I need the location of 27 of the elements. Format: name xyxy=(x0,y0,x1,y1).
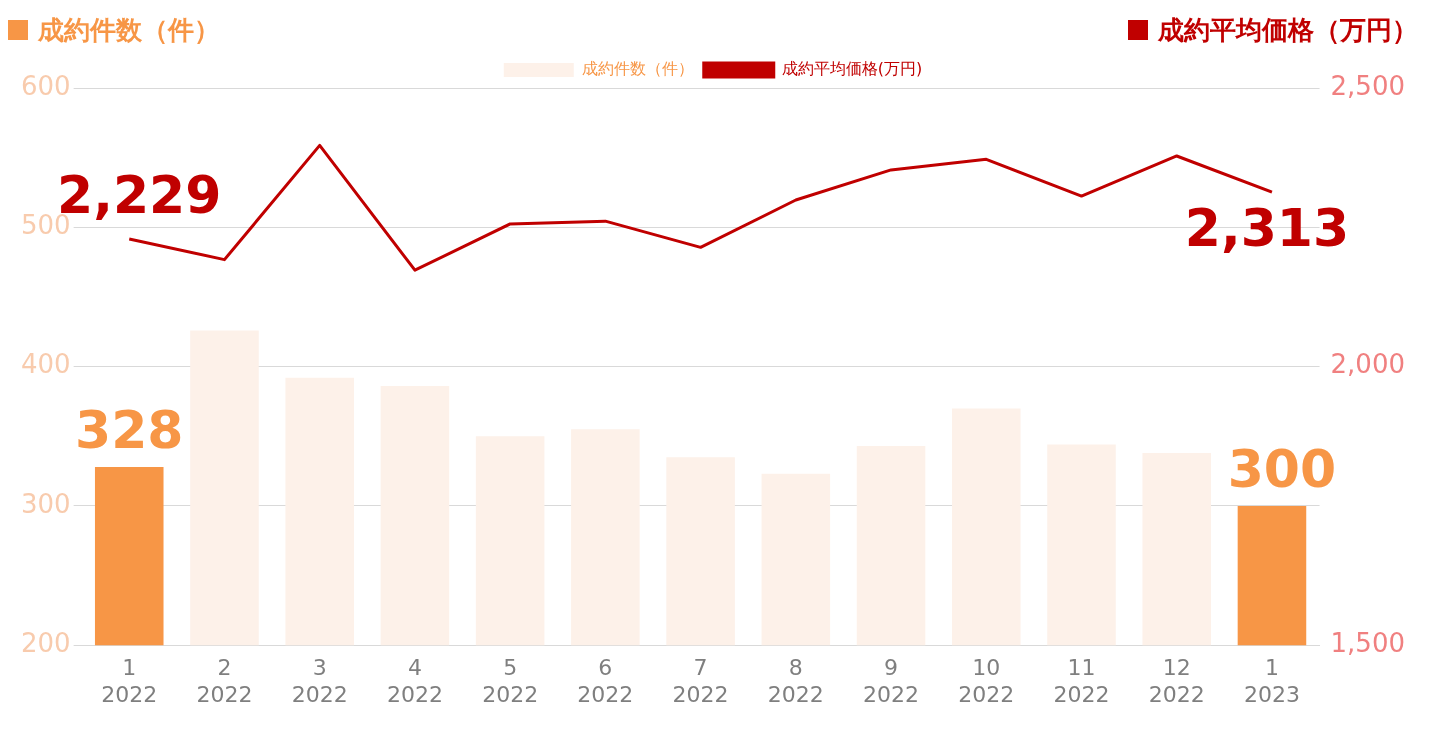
x-tick-label: 12 2022 xyxy=(1148,655,1205,707)
y2-tick-label: 2,000 xyxy=(1330,349,1405,380)
x-tick-label: 7 2022 xyxy=(672,655,729,707)
x-tick-label: 1 2023 xyxy=(1243,655,1300,707)
x-tick-label: 8 2022 xyxy=(767,655,824,707)
x-tick-label: 1 2022 xyxy=(101,655,158,707)
x-tick-label: 4 2022 xyxy=(386,655,443,707)
y-tick-label: 600 xyxy=(20,70,71,101)
x-tick-label: 6 2022 xyxy=(577,655,634,707)
data-label: 328 xyxy=(74,400,184,461)
x-tick-label: 2 2022 xyxy=(196,655,253,707)
x-tick-label: 5 2022 xyxy=(482,655,539,707)
legend-label: 成約件数（件） xyxy=(581,59,694,79)
y-tick-label: 300 xyxy=(20,488,71,519)
y2-axis-title: 成約平均価格（万円） xyxy=(1158,13,1418,47)
y2-tick-label: 2,500 xyxy=(1330,70,1405,101)
x-tick-label: 9 2022 xyxy=(863,655,920,707)
y-tick-label: 400 xyxy=(20,349,71,380)
legend-label: 成約平均価格(万円) xyxy=(781,59,923,79)
x-tick-label: 11 2022 xyxy=(1053,655,1110,707)
x-tick-label: 3 2022 xyxy=(291,655,348,707)
y2-tick-label: 1,500 xyxy=(1330,627,1405,658)
y-tick-label: 200 xyxy=(20,627,71,658)
data-label: 300 xyxy=(1227,439,1337,500)
y-axis-title: 成約件数（件） xyxy=(38,13,220,47)
x-tick-label: 10 2022 xyxy=(958,655,1015,707)
data-label: 2,313 xyxy=(1184,197,1350,258)
